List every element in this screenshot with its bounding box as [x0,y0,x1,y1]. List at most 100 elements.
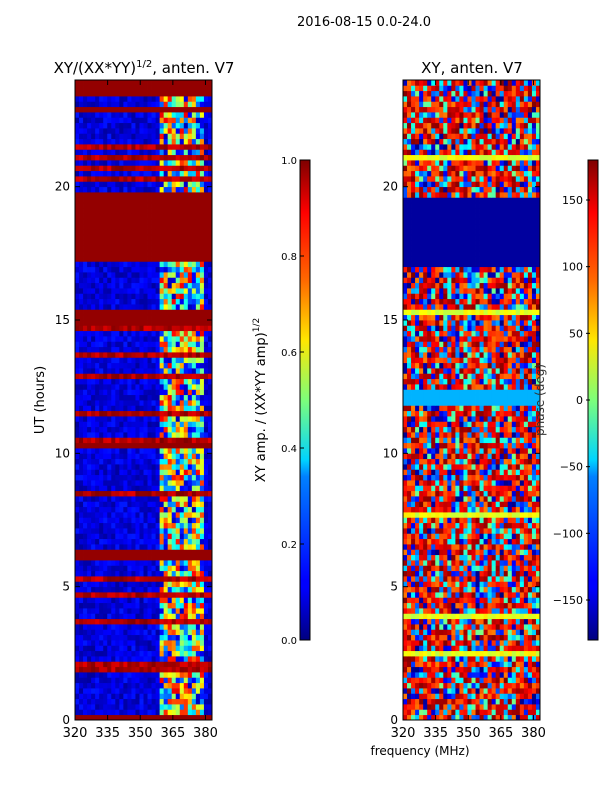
heatmap-cell [151,240,156,246]
heatmap-cell [463,714,468,721]
heatmap-cell [147,544,152,550]
heatmap-cell [103,650,108,657]
heatmap-cell [91,618,96,625]
heatmap-cell [131,256,136,262]
heatmap-cell [147,512,152,518]
heatmap-cell [91,288,96,294]
heatmap-cell [103,416,108,422]
heatmap-cell [111,586,116,593]
heatmap-cell [179,442,185,449]
heatmap-cell [203,186,209,193]
heatmap-cell [87,133,92,140]
heatmap-cell [187,282,193,289]
heatmap-cell [503,634,509,641]
heatmap-cell [127,458,132,465]
heatmap-cell [203,250,209,257]
heatmap-cell [99,645,104,652]
heatmap-cell [443,688,448,694]
heatmap-cell [91,192,96,198]
heatmap-cell [179,117,185,124]
heatmap-cell [91,448,96,454]
heatmap-cell [179,133,185,140]
heatmap-cell [99,352,104,358]
heatmap-cell [75,352,80,358]
heatmap-cell [203,181,209,188]
heatmap-cell [163,330,169,337]
heatmap-cell [499,666,505,673]
heatmap-cell [83,256,88,262]
heatmap-cell [83,144,88,150]
heatmap-cell [111,416,116,422]
heatmap-cell [183,85,189,92]
heatmap-cell [75,128,80,134]
heatmap-cell [495,618,501,625]
heatmap-cell [195,394,201,401]
heatmap-cell [203,266,209,273]
heatmap-cell [107,437,112,444]
heatmap-cell [95,416,100,422]
heatmap-cell [155,282,161,289]
heatmap-cell [183,144,189,150]
heatmap-cell [151,688,156,694]
heatmap-cell [199,517,205,524]
heatmap-cell [167,394,173,401]
heatmap-cell [91,266,96,273]
heatmap-cell [119,261,124,268]
heatmap-cell [203,560,209,566]
heatmap-cell [203,714,209,721]
heatmap-cell [407,704,412,710]
heatmap-cell [123,314,128,321]
heatmap-cell [191,234,197,241]
heatmap-cell [87,613,92,620]
heatmap-cell [135,170,140,177]
heatmap-cell [151,538,156,545]
heatmap-cell [183,261,189,268]
heatmap-cell [151,656,156,662]
heatmap-cell [119,298,124,305]
heatmap-cell [495,602,501,609]
heatmap-cell [455,586,460,593]
heatmap-cell [187,682,193,689]
heatmap-cell [135,501,140,508]
heatmap-cell [151,192,156,198]
heatmap-cell [87,661,92,668]
heatmap-cell [135,405,140,412]
heatmap-cell [191,352,197,358]
heatmap-cell [159,640,165,646]
heatmap-cell [99,229,104,236]
heatmap-cell [471,714,476,721]
heatmap-cell [183,634,189,641]
heatmap-cell [511,650,517,657]
heatmap-cell [167,218,173,225]
heatmap-cell [79,432,84,438]
heatmap-cell [163,106,169,113]
heatmap-cell [207,106,213,113]
heatmap-cell [495,586,501,593]
heatmap-cell [143,256,148,262]
heatmap-cell [107,410,112,417]
heatmap-cell [511,682,517,689]
heatmap-cell [147,496,152,502]
heatmap-cell [83,394,88,401]
heatmap-cell [75,256,80,262]
heatmap-cell [455,709,460,716]
heatmap-cell [475,608,480,614]
heatmap-cell [451,661,456,668]
heatmap-cell [79,506,84,513]
heatmap-cell [99,165,104,172]
heatmap-cell [143,288,148,294]
heatmap-cell [471,592,476,598]
heatmap-cell [75,533,80,540]
heatmap-cell [199,245,205,252]
heatmap-cell [155,400,161,406]
heatmap-cell [511,714,517,721]
heatmap-cell [171,464,177,470]
heatmap-cell [139,234,144,241]
heatmap-cell [95,506,100,513]
heatmap-cell [151,464,156,470]
heatmap-cell [79,304,84,310]
heatmap-cell [107,672,112,678]
heatmap-cell [207,650,213,657]
heatmap-cell [191,554,197,561]
heatmap-cell [443,634,448,641]
